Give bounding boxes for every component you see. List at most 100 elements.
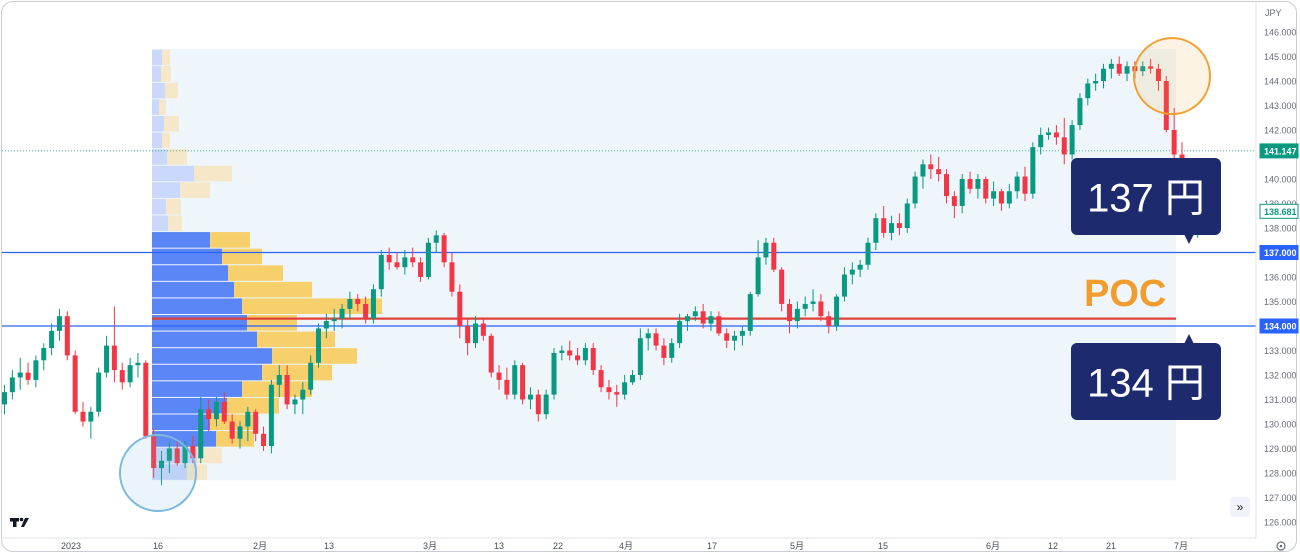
candle-body	[245, 411, 251, 427]
candle-body	[1069, 125, 1075, 155]
candle-body	[1148, 66, 1154, 69]
scroll-right-icon: »	[1237, 500, 1244, 514]
scroll-right-button-bg	[1230, 497, 1250, 517]
candle-body	[912, 176, 918, 204]
candle-body	[959, 179, 965, 206]
price-tag-box	[1259, 143, 1299, 159]
candle-body	[684, 316, 690, 322]
price-tag-box	[1259, 318, 1299, 334]
candle-body	[237, 426, 243, 439]
time-tick-label: 3月	[423, 541, 437, 551]
volume-profile-up-bar	[152, 198, 166, 215]
volume-profile-up-bar	[152, 298, 242, 315]
candle-body	[323, 321, 329, 329]
volume-profile-down-bar	[222, 248, 262, 265]
price-tick-label: 143.000	[1264, 101, 1297, 111]
volume-profile-up-bar	[152, 82, 165, 99]
settings-gear-icon[interactable]	[1276, 541, 1286, 551]
candle-body	[1163, 81, 1169, 130]
volume-profile-up-bar	[152, 215, 168, 232]
time-tick-label: 5月	[790, 541, 804, 551]
volume-profile-up-bar	[152, 149, 167, 165]
candle-body	[614, 392, 620, 395]
candle-body	[653, 333, 659, 346]
volume-profile-down-bar	[262, 364, 332, 381]
candle-body	[206, 409, 212, 420]
candle-body	[104, 345, 110, 373]
candle-body	[779, 269, 785, 304]
candle-body	[637, 338, 643, 375]
volume-profile-up-bar	[152, 115, 164, 132]
candle-body	[881, 218, 887, 233]
candle-body	[488, 335, 494, 373]
candle-body	[865, 242, 871, 265]
candle-body	[944, 174, 949, 197]
price-tag-label: 134.000	[1264, 322, 1297, 332]
candle-body	[1116, 63, 1122, 74]
top-highlight-circle	[1133, 37, 1211, 116]
scroll-right-button[interactable]: »	[1230, 497, 1250, 517]
candle-body	[567, 350, 573, 356]
candle-body	[331, 318, 337, 322]
candle-body	[661, 345, 667, 358]
volume-profile-up-bar	[152, 99, 159, 115]
volume-profile-up-bar	[152, 182, 180, 198]
candle-body	[904, 203, 910, 228]
candle-body	[96, 372, 102, 412]
price-tag-label: 138.681	[1264, 207, 1297, 217]
volume-profile-down-bar	[257, 331, 335, 348]
price-tick-label: 140.000	[1264, 175, 1297, 185]
volume-profile-up-bar	[152, 414, 210, 431]
candle-body	[449, 262, 455, 292]
candle-body	[669, 343, 675, 358]
candle-body	[159, 460, 164, 469]
time-tick-label: 7月	[1174, 541, 1188, 551]
volume-profile-up-bar	[152, 49, 162, 66]
time-tick-label: 17	[707, 541, 717, 551]
volume-profile-down-bar	[159, 99, 166, 115]
tradingview-logo-slash	[21, 518, 29, 527]
volume-profile-up-bar	[152, 165, 194, 182]
candle-body	[1093, 81, 1099, 84]
volume-profile-up-bar	[152, 364, 262, 381]
candle-body	[575, 355, 581, 361]
price-tick-label: 136.000	[1264, 273, 1297, 283]
price-tick-label: 135.000	[1264, 297, 1297, 307]
volume-profile-down-bar	[242, 381, 312, 397]
candle-body	[253, 411, 259, 434]
price-tick-label: 131.000	[1264, 395, 1297, 405]
time-tick-label: 13	[324, 541, 334, 551]
candle-body	[645, 333, 651, 339]
candle-body	[41, 348, 47, 361]
volume-profile-down-bar	[228, 265, 283, 281]
volume-profile-down-bar	[167, 149, 187, 165]
candle-body	[520, 365, 526, 400]
time-tick-label: 15	[878, 541, 888, 551]
candle-body	[1108, 63, 1114, 69]
candle-body	[1085, 83, 1091, 99]
candle-body	[700, 311, 706, 324]
candle-body	[794, 308, 800, 322]
candle-body	[928, 164, 934, 170]
candle-body	[692, 311, 698, 317]
volume-profile-up-bar	[152, 265, 228, 281]
time-tick-label: 22	[553, 541, 563, 551]
candle-body	[991, 191, 997, 199]
volume-profile-down-bar	[187, 464, 207, 480]
candle-body	[582, 348, 588, 361]
candle-body	[465, 326, 471, 344]
tradingview-logo	[10, 517, 29, 527]
time-tick-label: 16	[153, 541, 163, 551]
candle-body	[17, 372, 23, 378]
candle-body	[724, 333, 730, 341]
time-tick-label: 12	[1048, 541, 1058, 551]
price-tick-label: 133.000	[1264, 346, 1297, 356]
volume-profile-down-bar	[162, 49, 170, 66]
volume-profile-down-bar	[166, 198, 181, 215]
candle-body	[1053, 132, 1059, 138]
volume-profile-down-bar	[161, 66, 171, 82]
candle-body	[151, 436, 157, 469]
volume-profile-down-bar	[247, 315, 297, 331]
candle-body	[316, 328, 321, 363]
